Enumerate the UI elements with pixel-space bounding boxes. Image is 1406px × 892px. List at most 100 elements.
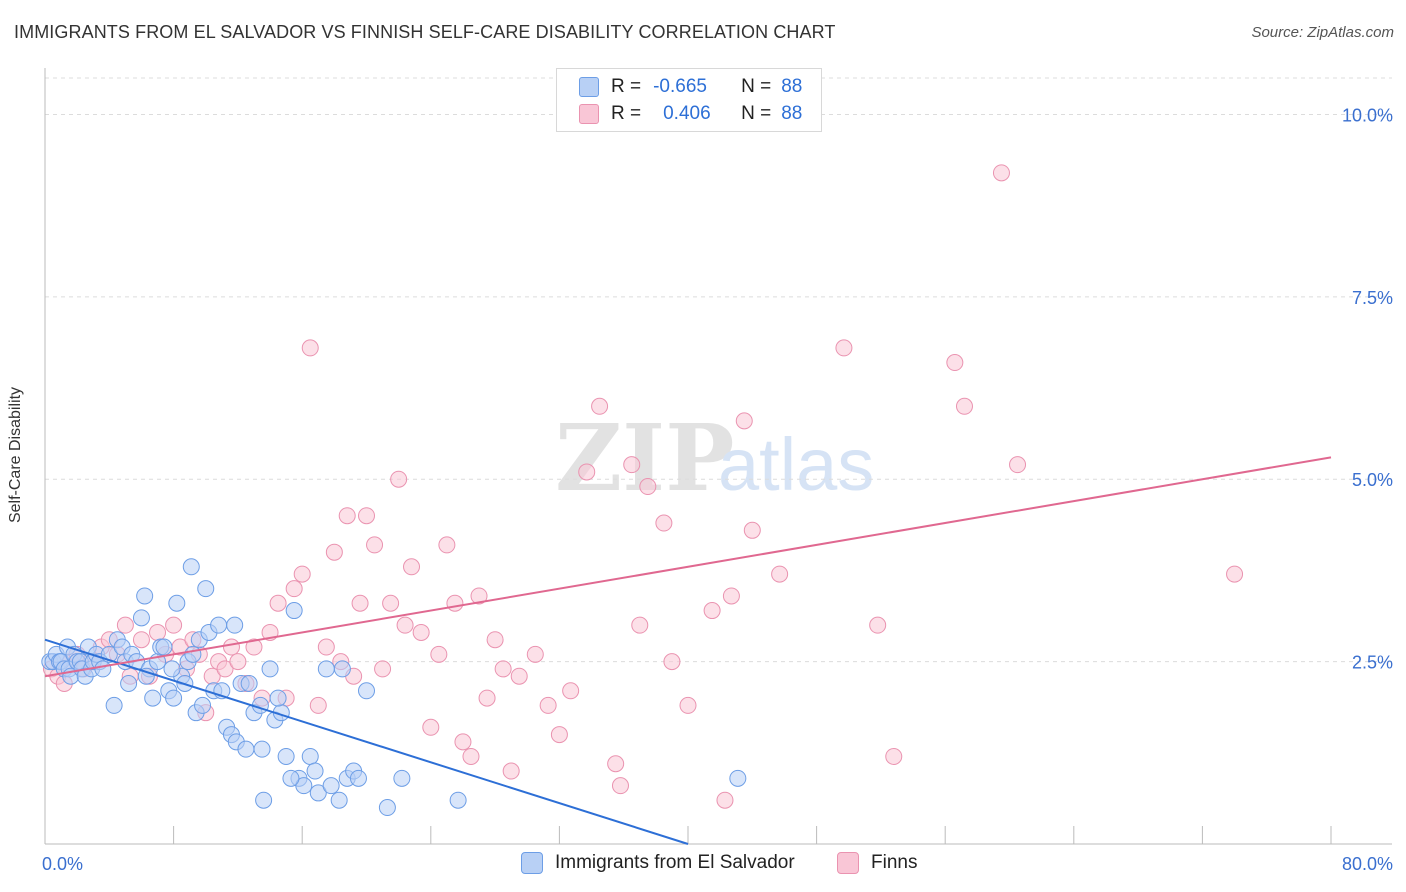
finns-point (358, 507, 375, 525)
el-salvador-point (330, 791, 348, 809)
finns-point (486, 631, 504, 649)
finns-point (735, 412, 753, 430)
finns-point (502, 762, 520, 780)
finns-point (382, 594, 400, 612)
bottom-legend-el-salvador: Immigrants from El Salvador (521, 852, 795, 874)
finns-points (42, 164, 1244, 809)
legend-row-finns: R = 0.406 N = 88 (579, 102, 802, 126)
finns-point (390, 470, 408, 488)
el-salvador-point (301, 747, 319, 765)
finns-point (430, 645, 448, 663)
finns-point (869, 616, 887, 634)
legend-n-value: 88 (781, 76, 803, 97)
finns-point (478, 689, 496, 707)
finns-point (835, 339, 853, 357)
finns-point (293, 565, 311, 583)
finns-point (422, 718, 440, 736)
finns-point (325, 543, 343, 561)
el-salvador-point (378, 799, 396, 817)
el-salvador-point (132, 609, 150, 627)
blue-swatch-icon (579, 77, 599, 97)
legend-r-label: R = (611, 76, 642, 97)
y-tick-label: 5.0% (1352, 470, 1393, 490)
finns-point (992, 164, 1010, 182)
finns-point (562, 682, 580, 700)
finns-point (396, 616, 414, 634)
finns-point (550, 726, 568, 744)
finns-trend-line (44, 456, 1332, 678)
el-salvador-points (41, 558, 747, 817)
el-salvador-point (226, 616, 244, 634)
finns-point (309, 696, 327, 714)
el-salvador-point (255, 791, 273, 809)
finns-point (338, 507, 356, 525)
finns-point (222, 638, 240, 656)
finns-point (149, 623, 167, 641)
finns-point (885, 747, 903, 765)
el-salvador-point (393, 769, 411, 787)
chart-title: IMMIGRANTS FROM EL SALVADOR VS FINNISH S… (14, 22, 836, 42)
grid-layer (45, 77, 1392, 663)
finns-point (165, 616, 183, 634)
bottom-legend-finns: Finns (837, 852, 917, 874)
correlation-legend: R = -0.665 N = 88 R = 0.406 N = 88 (556, 68, 822, 132)
finns-point (412, 623, 430, 641)
finns-point (526, 645, 544, 663)
pink-swatch-icon (837, 852, 859, 874)
finns-point (946, 354, 964, 372)
el-salvador-point (165, 689, 183, 707)
legend-r-label: R = (611, 103, 642, 124)
finns-point (462, 747, 480, 765)
finns-point (446, 594, 464, 612)
el-salvador-point (282, 769, 300, 787)
el-salvador-point (120, 675, 138, 693)
finns-point (351, 594, 369, 612)
el-salvador-point (309, 784, 327, 802)
finns-point (679, 696, 697, 714)
el-salvador-point (94, 660, 112, 678)
finns-point (1226, 565, 1244, 583)
finns-point (539, 696, 557, 714)
finns-point (229, 653, 247, 671)
finns-point (631, 616, 649, 634)
el-salvador-point (317, 660, 335, 678)
el-salvador-point (261, 660, 279, 678)
y-tick-label: 10.0% (1342, 105, 1393, 125)
legend-row-el-salvador: R = -0.665 N = 88 (579, 75, 802, 99)
el-salvador-point (253, 740, 271, 758)
trend-lines (44, 456, 1332, 845)
el-salvador-point (449, 791, 467, 809)
watermark-atlas: atlas (718, 423, 874, 506)
legend-r-value: 0.406 (663, 103, 711, 124)
el-salvador-point (144, 689, 162, 707)
axis-layer (44, 68, 1392, 845)
el-salvador-point (295, 777, 313, 795)
el-salvador-point (285, 602, 303, 620)
el-salvador-point (349, 769, 367, 787)
el-salvador-point (269, 689, 287, 707)
el-salvador-point (136, 587, 154, 605)
finns-point (743, 521, 761, 539)
finns-point (285, 580, 303, 598)
finns-point (716, 791, 734, 809)
el-salvador-trend-line (44, 638, 689, 845)
finns-point (494, 660, 512, 678)
legend-n-label: N = (741, 103, 772, 124)
legend-r-value: -0.665 (653, 76, 707, 97)
finns-point (578, 463, 596, 481)
el-salvador-point (182, 558, 200, 576)
el-salvador-point (105, 696, 123, 714)
finns-point (611, 777, 629, 795)
finns-point (403, 558, 421, 576)
el-salvador-point (184, 645, 202, 663)
el-salvador-point (168, 594, 186, 612)
finns-point (607, 755, 625, 773)
y-tick-label: 7.5% (1352, 288, 1393, 308)
source-label: Source: ZipAtlas.com (1251, 24, 1394, 41)
finns-point (639, 478, 657, 496)
el-salvador-point (210, 616, 228, 634)
bottom-legend-label: Finns (871, 852, 918, 873)
watermark-zip: ZIP (555, 404, 734, 512)
finns-point (623, 456, 641, 474)
